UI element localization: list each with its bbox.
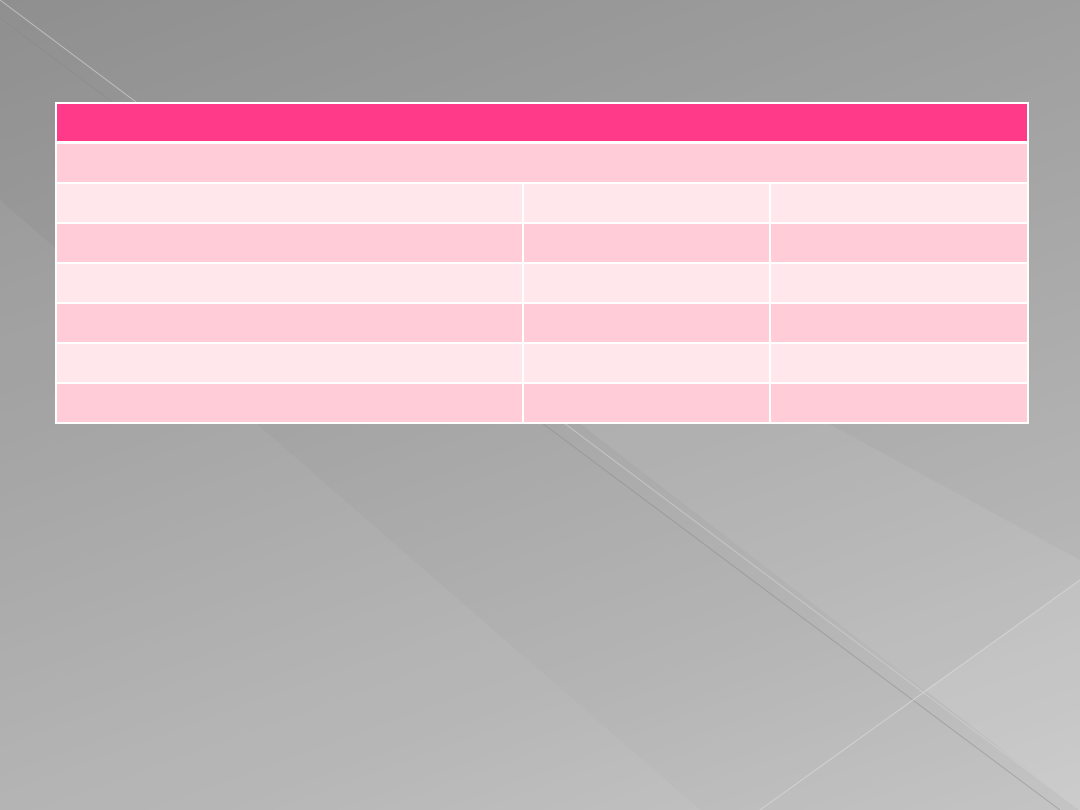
table-cell bbox=[768, 382, 1030, 424]
background-line bbox=[759, 579, 1080, 810]
table-header-row bbox=[54, 102, 1030, 144]
table-row bbox=[55, 222, 1030, 264]
table-cell bbox=[522, 342, 771, 384]
table-cell bbox=[55, 222, 524, 264]
table-cell bbox=[54, 102, 1030, 144]
table-cell bbox=[768, 222, 1030, 264]
table-cell bbox=[768, 302, 1030, 344]
table-cell bbox=[768, 182, 1030, 224]
table-row bbox=[54, 141, 1030, 184]
background-facet bbox=[420, 300, 1080, 810]
table-cell bbox=[55, 382, 524, 424]
table-row bbox=[55, 302, 1030, 344]
table-cell bbox=[768, 342, 1030, 384]
table-row bbox=[55, 342, 1030, 384]
table-cell bbox=[522, 262, 771, 304]
table-cell bbox=[54, 141, 1030, 184]
background-facet bbox=[925, 580, 1080, 810]
table-cell bbox=[55, 182, 524, 224]
table-cell bbox=[55, 342, 524, 384]
table-cell bbox=[55, 262, 524, 304]
table-cell bbox=[522, 382, 771, 424]
table-cell bbox=[522, 222, 771, 264]
table-row bbox=[55, 382, 1030, 424]
table-cell bbox=[55, 302, 524, 344]
table-cell bbox=[522, 182, 771, 224]
data-table bbox=[54, 102, 1030, 424]
table-cell bbox=[768, 262, 1030, 304]
table-row bbox=[55, 182, 1030, 224]
table-cell bbox=[522, 302, 771, 344]
table-row bbox=[55, 262, 1030, 304]
